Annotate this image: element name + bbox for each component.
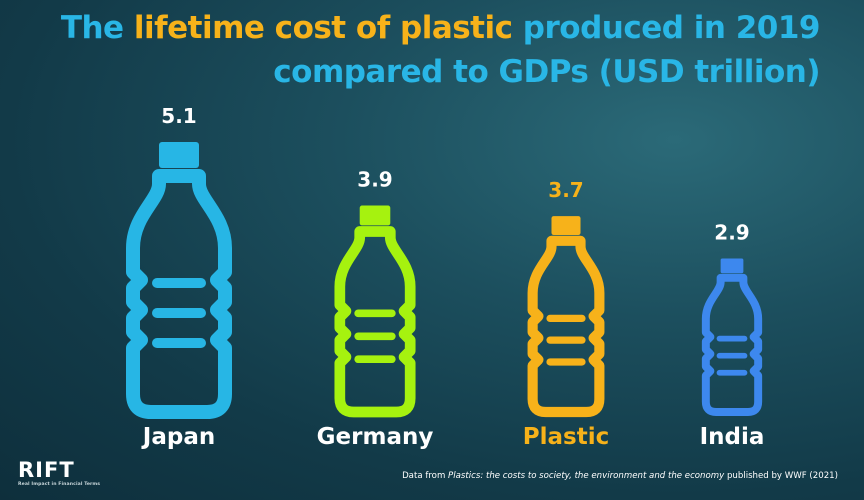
value-label-india: 2.9 xyxy=(714,220,749,244)
source-prefix: Data from xyxy=(402,471,449,481)
source-publication: Plastics: the costs to society, the envi… xyxy=(448,471,725,481)
bottle-germany xyxy=(334,205,416,418)
category-label-germany: Germany xyxy=(317,424,434,450)
title-text-start: The xyxy=(60,10,134,46)
source-suffix: published by WWF (2021) xyxy=(724,471,838,481)
value-label-plastic: 3.7 xyxy=(548,178,583,202)
bottle-plastic xyxy=(527,216,605,418)
bottle-india xyxy=(701,258,763,416)
category-label-plastic: Plastic xyxy=(523,424,609,450)
title-text-end: produced in 2019 xyxy=(512,10,821,46)
bottle-japan xyxy=(126,142,232,419)
category-label-india: India xyxy=(700,424,765,450)
chart-title: The lifetime cost of plastic produced in… xyxy=(20,6,821,94)
title-line-1: The lifetime cost of plastic produced in… xyxy=(20,6,821,50)
rift-logo: RIFT Real Impact in Financial Terms xyxy=(18,459,100,487)
value-label-japan: 5.1 xyxy=(161,104,196,128)
logo-tagline: Real Impact in Financial Terms xyxy=(18,482,101,487)
logo-mark: RIFT xyxy=(18,458,75,482)
value-label-germany: 3.9 xyxy=(357,168,392,192)
title-line-2: compared to GDPs (USD trillion) xyxy=(273,54,820,90)
category-label-japan: Japan xyxy=(141,424,215,450)
title-highlight: lifetime cost of plastic xyxy=(133,10,513,46)
source-note: Data from Plastics: the costs to society… xyxy=(402,471,838,481)
